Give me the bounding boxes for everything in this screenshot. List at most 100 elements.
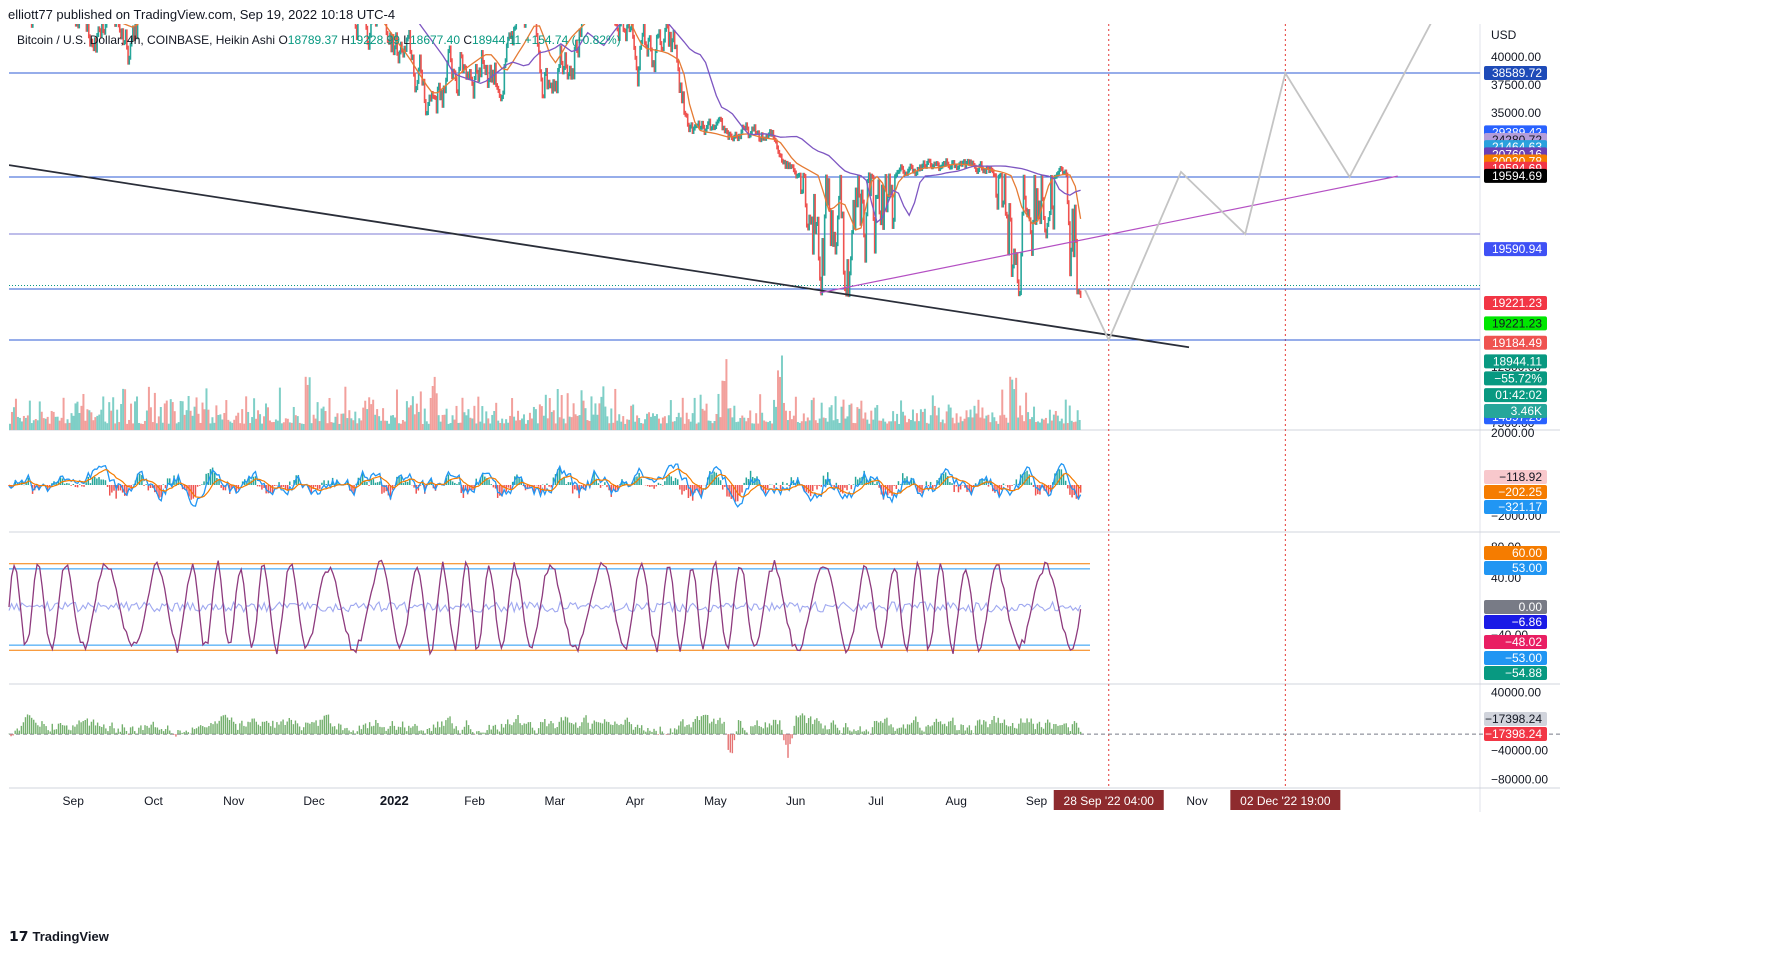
volume-bar bbox=[967, 417, 970, 430]
volume-bar bbox=[334, 416, 337, 430]
oscillator-group bbox=[8, 559, 1090, 656]
volume-bar bbox=[566, 393, 569, 430]
macd-label-0: −118.92 bbox=[1499, 470, 1542, 484]
volume-bar bbox=[84, 420, 87, 430]
volume-bar bbox=[1064, 399, 1067, 430]
volume-bar bbox=[810, 400, 813, 430]
volume-bar bbox=[491, 414, 494, 430]
volume-bar bbox=[352, 420, 355, 430]
volume-bar bbox=[505, 419, 508, 430]
volume-bar bbox=[251, 417, 254, 430]
volume-bar bbox=[409, 405, 412, 430]
volume-bar bbox=[191, 415, 194, 430]
volume-bar bbox=[1042, 419, 1045, 430]
volume-bar bbox=[358, 418, 361, 430]
volume-bar bbox=[578, 415, 581, 430]
volume-bar bbox=[653, 416, 656, 430]
price-label-8: 19590.94 bbox=[1492, 242, 1542, 256]
volume-bar bbox=[675, 416, 678, 430]
volume-bar bbox=[296, 416, 299, 430]
oscillator-label-0-bg bbox=[1484, 546, 1547, 560]
volume-bar bbox=[812, 397, 815, 430]
volume-bar bbox=[850, 403, 853, 430]
volume-bar bbox=[18, 417, 21, 430]
price-label-13-bg bbox=[1484, 371, 1547, 386]
volume-bar bbox=[554, 423, 557, 430]
volume-bar bbox=[975, 413, 978, 430]
volume-bar bbox=[832, 420, 835, 430]
volume-bar bbox=[1072, 422, 1075, 430]
volume-bar bbox=[100, 409, 103, 430]
macd-label-0-bg bbox=[1484, 470, 1547, 484]
volume-bar bbox=[971, 417, 974, 430]
volume-bar bbox=[159, 407, 162, 430]
volume-bar bbox=[526, 420, 529, 430]
volume-bar bbox=[784, 410, 787, 430]
volume-bar bbox=[465, 415, 468, 430]
volume-bar bbox=[775, 406, 778, 430]
volume-bar bbox=[904, 415, 907, 430]
footer-brand[interactable]: 𝟭𝟳 TradingView bbox=[9, 928, 109, 945]
volume-bar bbox=[947, 404, 950, 430]
volume-bar bbox=[780, 355, 783, 430]
price-label-12-bg bbox=[1484, 354, 1547, 369]
volume-bar bbox=[179, 400, 182, 430]
volume-bar bbox=[429, 397, 432, 430]
volume-bar bbox=[1003, 414, 1006, 430]
volume-bar bbox=[124, 389, 127, 430]
volume-bar bbox=[215, 405, 218, 430]
volume-bar bbox=[987, 414, 990, 430]
volume-bar bbox=[1013, 389, 1016, 430]
volume-bar bbox=[110, 410, 113, 430]
volume-bar bbox=[126, 423, 129, 430]
volume-bar bbox=[699, 394, 702, 430]
volume-bar bbox=[993, 417, 996, 430]
volume-bar bbox=[733, 405, 736, 430]
volume-bar bbox=[257, 410, 260, 430]
volume-bar bbox=[838, 422, 841, 430]
symbol-legend: Bitcoin / U.S. Dollar, 4h, COINBASE, Hei… bbox=[17, 33, 621, 47]
volume-bar bbox=[902, 411, 905, 430]
volume-bar bbox=[300, 423, 303, 430]
volume-bar bbox=[304, 376, 307, 430]
volume-bar bbox=[1046, 423, 1049, 430]
time-axis-tick-5: Feb bbox=[464, 794, 485, 808]
volume-bar bbox=[1074, 421, 1077, 430]
volume-bar bbox=[858, 408, 861, 430]
volume-bar bbox=[979, 417, 982, 430]
volume-bar bbox=[836, 419, 839, 430]
volume-bar bbox=[933, 405, 936, 430]
macd-line bbox=[8, 462, 1082, 508]
time-axis-tick-4: 2022 bbox=[380, 793, 409, 808]
volume-bar bbox=[562, 418, 565, 430]
volume-bar bbox=[360, 420, 363, 430]
volume-bar bbox=[151, 422, 154, 430]
volume-bar bbox=[519, 420, 522, 430]
volume-bar bbox=[703, 410, 706, 430]
volume-bar bbox=[771, 423, 774, 430]
volume-bar bbox=[405, 401, 408, 430]
macd-signal-line bbox=[8, 468, 1081, 498]
volume-bar bbox=[112, 397, 115, 430]
volume-bar bbox=[866, 419, 869, 430]
volume-bar bbox=[475, 423, 478, 430]
volume-bar bbox=[628, 419, 631, 430]
symbol-title[interactable]: Bitcoin / U.S. Dollar, 4h, COINBASE, Hei… bbox=[17, 33, 276, 47]
volume-bar bbox=[1058, 421, 1061, 430]
volume-bar bbox=[513, 416, 516, 430]
volume-bar bbox=[268, 420, 271, 430]
oscillator-label-5-bg bbox=[1484, 651, 1547, 665]
volume-bar bbox=[392, 415, 395, 430]
volume-bar bbox=[24, 417, 27, 430]
volume-bar bbox=[1027, 412, 1030, 430]
volume-bar bbox=[741, 415, 744, 430]
volume-bar bbox=[626, 419, 629, 430]
volume-bar bbox=[616, 420, 619, 430]
volume-bar bbox=[451, 415, 454, 430]
volume-bar bbox=[663, 416, 666, 430]
oscillator-label-4: −48.02 bbox=[1505, 635, 1542, 649]
volume-bar bbox=[782, 402, 785, 430]
volume-bar bbox=[197, 413, 200, 430]
volume-bar bbox=[943, 423, 946, 430]
